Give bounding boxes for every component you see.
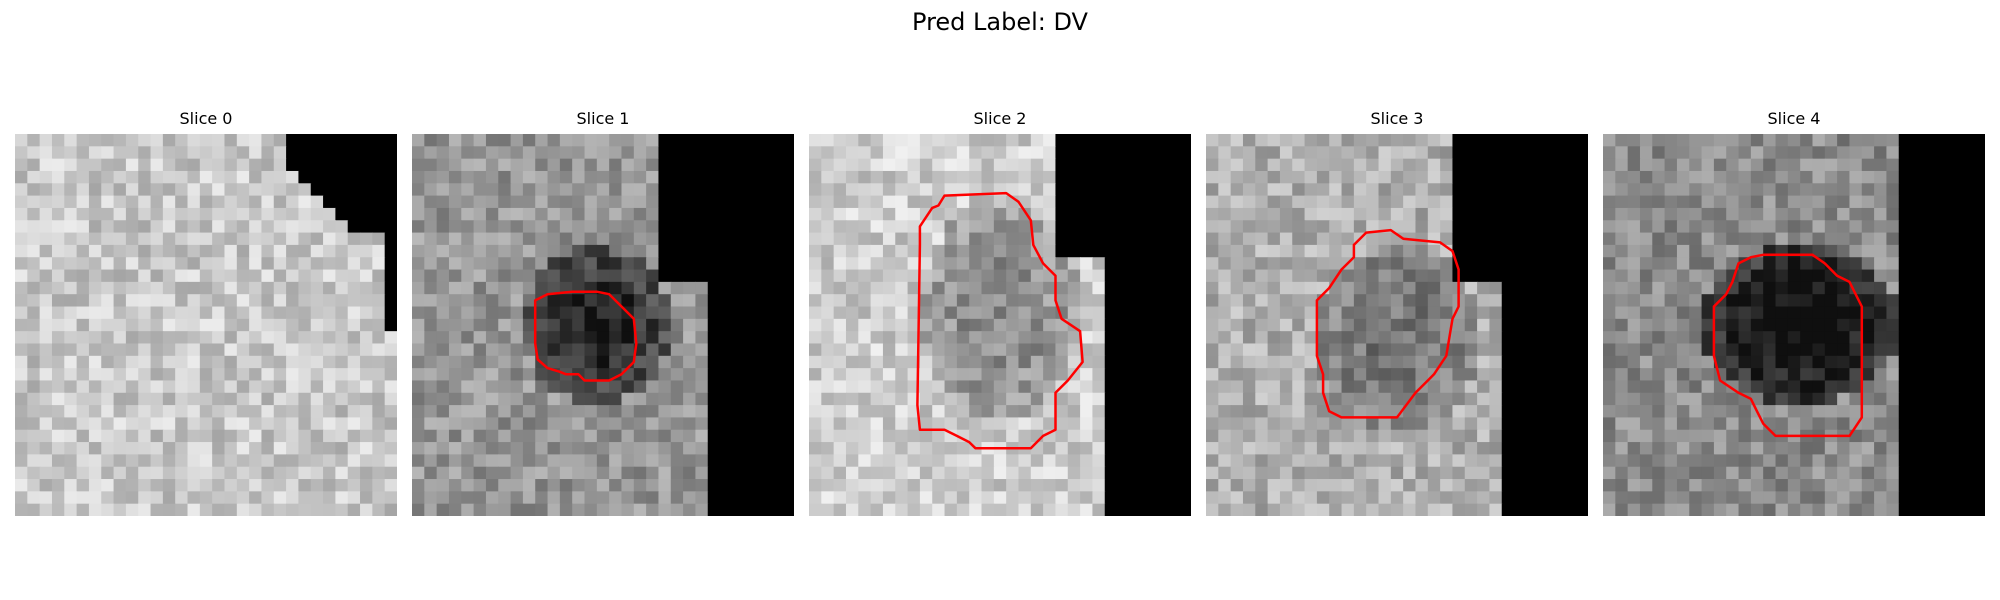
slice-title: Slice 4: [1767, 109, 1821, 128]
slice-panel-3: Slice 3: [1206, 108, 1588, 516]
slice-title: Slice 3: [1370, 109, 1424, 128]
slice-panel-4: Slice 4: [1603, 108, 1985, 516]
slice-title: Slice 0: [179, 109, 233, 128]
prediction-contour: [916, 191, 1084, 450]
slice-image: [1206, 134, 1588, 516]
slice-panel-1: Slice 1: [412, 108, 794, 516]
slice-title: Slice 2: [973, 109, 1027, 128]
prediction-contour: [1712, 253, 1864, 438]
prediction-contour: [533, 290, 638, 382]
slice-image: [15, 134, 397, 516]
slice-panel-0: Slice 0: [15, 108, 397, 516]
slice-title: Slice 1: [576, 109, 630, 128]
figure-title: Pred Label: DV: [912, 8, 1088, 36]
slice-image: [412, 134, 794, 516]
prediction-contour: [1315, 228, 1460, 419]
slice-panel-2: Slice 2: [809, 108, 1191, 516]
slice-image: [809, 134, 1191, 516]
slice-image: [1603, 134, 1985, 516]
